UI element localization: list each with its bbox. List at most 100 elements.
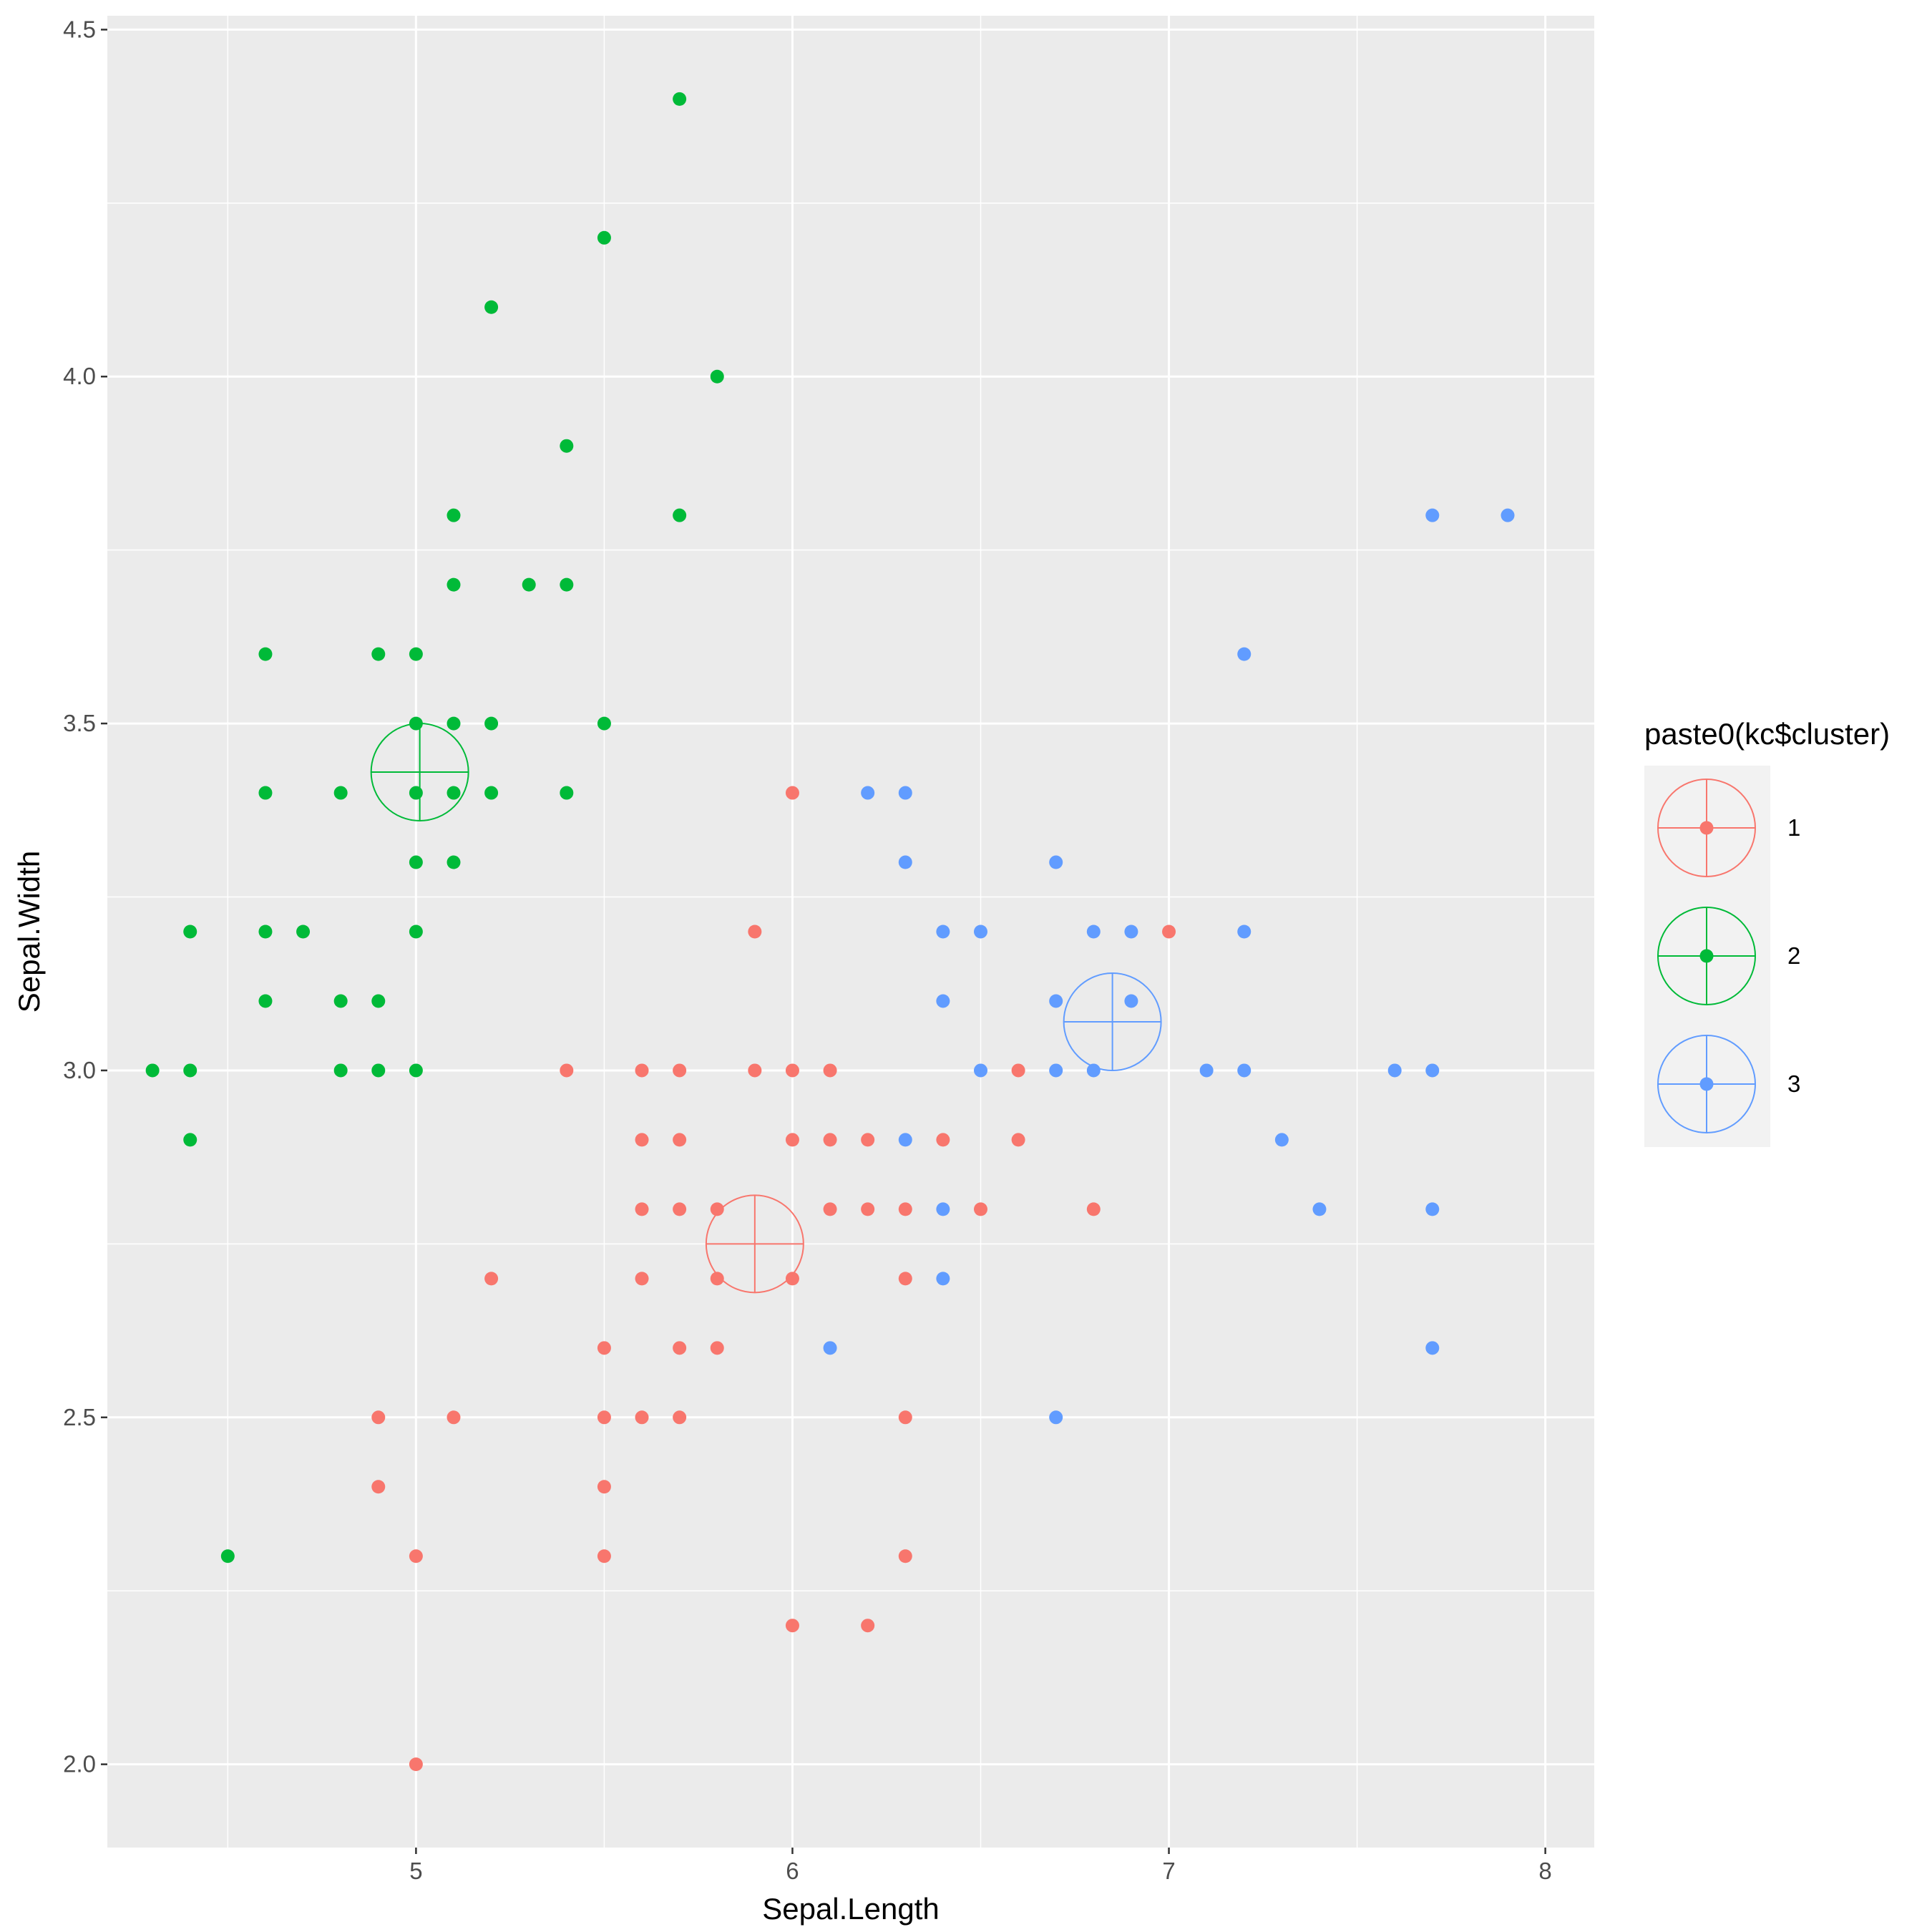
data-point-cluster-1 <box>748 1063 762 1078</box>
data-point-cluster-1 <box>861 1202 875 1216</box>
data-point-cluster-3 <box>1237 647 1252 661</box>
legend-key-2: 2 <box>1657 907 1800 1005</box>
data-point-cluster-2 <box>447 786 461 800</box>
data-point-cluster-2 <box>371 1063 386 1078</box>
data-point-cluster-1 <box>635 1202 649 1216</box>
data-point-cluster-1 <box>673 1341 687 1355</box>
data-point-cluster-2 <box>710 369 724 384</box>
data-point-cluster-1 <box>898 1549 912 1563</box>
legend-title: paste0(kc$cluster) <box>1644 717 1890 751</box>
data-point-cluster-3 <box>973 1063 987 1078</box>
data-point-cluster-1 <box>785 1272 799 1286</box>
data-point-cluster-1 <box>823 1063 837 1078</box>
legend-key-1: 1 <box>1657 779 1800 877</box>
plot-panel <box>107 16 1594 1848</box>
data-point-cluster-3 <box>1312 1202 1327 1216</box>
grid-lines <box>107 16 1594 1848</box>
y-tick-label: 2.0 <box>63 1751 96 1777</box>
data-point-cluster-2 <box>145 1063 160 1078</box>
data-point-cluster-1 <box>1011 1133 1025 1147</box>
data-point-cluster-2 <box>409 924 423 939</box>
data-point-cluster-1 <box>785 1133 799 1147</box>
data-point-cluster-2 <box>447 716 461 731</box>
data-point-cluster-1 <box>409 1549 423 1563</box>
data-point-cluster-3 <box>936 1272 950 1286</box>
data-point-cluster-3 <box>1274 1133 1289 1147</box>
data-point-cluster-3 <box>1199 1063 1214 1078</box>
data-point-cluster-3 <box>1124 994 1138 1008</box>
data-point-cluster-2 <box>371 647 386 661</box>
data-point-cluster-2 <box>296 924 311 939</box>
y-axis-title: Sepal.Width <box>12 851 46 1013</box>
data-point-cluster-3 <box>861 786 875 800</box>
data-point-cluster-2 <box>409 647 423 661</box>
data-point-cluster-2 <box>484 716 499 731</box>
data-point-cluster-1 <box>861 1619 875 1633</box>
x-tick-label: 5 <box>409 1858 422 1884</box>
data-point-cluster-2 <box>522 577 536 592</box>
data-point-cluster-3 <box>1049 1063 1063 1078</box>
data-point-cluster-1 <box>861 1133 875 1147</box>
data-point-cluster-1 <box>785 1619 799 1633</box>
data-point-cluster-3 <box>1049 994 1063 1008</box>
data-point-cluster-1 <box>673 1063 687 1078</box>
legend-key-point <box>1699 1077 1714 1091</box>
data-point-cluster-1 <box>597 1549 611 1563</box>
data-point-cluster-2 <box>484 786 499 800</box>
data-point-cluster-1 <box>673 1410 687 1425</box>
data-point-cluster-1 <box>597 1410 611 1425</box>
data-point-cluster-1 <box>635 1133 649 1147</box>
data-point-cluster-1 <box>710 1272 724 1286</box>
data-point-cluster-2 <box>258 924 273 939</box>
data-point-cluster-3 <box>1124 924 1138 939</box>
data-point-cluster-2 <box>673 508 687 522</box>
data-point-cluster-2 <box>333 1063 348 1078</box>
y-tick-label: 3.5 <box>63 710 96 736</box>
x-tick-label: 6 <box>786 1858 799 1884</box>
data-point-cluster-2 <box>258 786 273 800</box>
data-point-cluster-3 <box>936 994 950 1008</box>
data-point-cluster-1 <box>1011 1063 1025 1078</box>
data-point-cluster-2 <box>371 994 386 1008</box>
data-point-cluster-2 <box>183 1063 197 1078</box>
data-point-cluster-2 <box>183 924 197 939</box>
data-point-cluster-3 <box>1086 924 1101 939</box>
y-tick-label: 3.0 <box>63 1057 96 1083</box>
data-point-cluster-3 <box>1049 855 1063 869</box>
axes: 5 6 7 8 2.0 2.5 3.0 3.5 4.0 4.5 <box>63 16 1552 1884</box>
y-tick-label: 4.5 <box>63 16 96 42</box>
data-point-cluster-2 <box>673 92 687 106</box>
data-point-cluster-1 <box>898 1272 912 1286</box>
legend-key-3: 3 <box>1657 1035 1800 1133</box>
legend: paste0(kc$cluster) 1 2 3 <box>1644 717 1890 1147</box>
cluster-centers <box>370 722 1162 1294</box>
data-point-cluster-1 <box>484 1272 499 1286</box>
x-tick-label: 8 <box>1538 1858 1551 1884</box>
data-point-cluster-1 <box>898 1202 912 1216</box>
data-point-cluster-3 <box>1501 508 1515 522</box>
data-point-cluster-1 <box>1086 1202 1101 1216</box>
data-point-cluster-1 <box>748 924 762 939</box>
data-point-cluster-2 <box>333 786 348 800</box>
data-point-cluster-1 <box>710 1202 724 1216</box>
data-point-cluster-1 <box>710 1341 724 1355</box>
x-tick-label: 7 <box>1162 1858 1175 1884</box>
data-point-cluster-3 <box>936 1202 950 1216</box>
y-tick-label: 4.0 <box>63 363 96 389</box>
legend-label: 3 <box>1787 1070 1800 1097</box>
y-tick-label: 2.5 <box>63 1404 96 1430</box>
data-point-cluster-1 <box>823 1133 837 1147</box>
data-point-cluster-3 <box>1237 924 1252 939</box>
data-point-cluster-2 <box>258 994 273 1008</box>
data-point-cluster-3 <box>1425 508 1440 522</box>
data-point-cluster-1 <box>635 1272 649 1286</box>
data-point-cluster-2 <box>409 786 423 800</box>
x-axis-title: Sepal.Length <box>762 1892 940 1926</box>
data-point-cluster-3 <box>1425 1341 1440 1355</box>
data-point-cluster-1 <box>597 1341 611 1355</box>
data-point-cluster-3 <box>1086 1063 1101 1078</box>
data-point-cluster-2 <box>447 855 461 869</box>
data-point-cluster-3 <box>898 786 912 800</box>
data-point-cluster-1 <box>823 1202 837 1216</box>
